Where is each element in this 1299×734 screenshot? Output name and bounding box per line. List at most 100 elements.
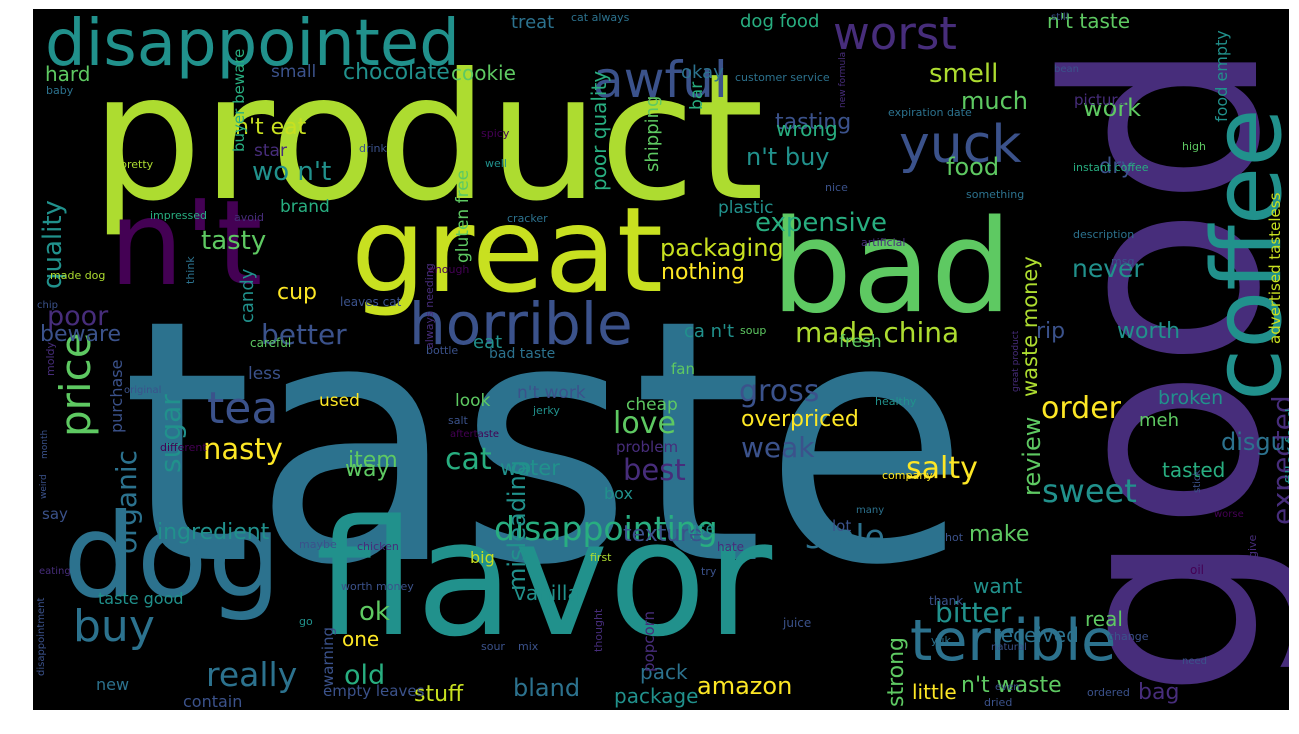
word-juice: juice bbox=[783, 616, 812, 630]
word-still: still bbox=[1051, 12, 1069, 23]
word-disappointment: disappointment bbox=[36, 597, 47, 676]
word-product: product bbox=[91, 37, 765, 240]
word-rip: rip bbox=[1036, 319, 1066, 344]
word-picture: picture bbox=[1074, 91, 1127, 109]
word-worse: worse bbox=[1214, 509, 1244, 520]
word-sour: sour bbox=[481, 640, 505, 653]
word-instant-coffee: instant coffee bbox=[1073, 161, 1149, 174]
word-bland: bland bbox=[513, 674, 581, 702]
word-purchase: purchase bbox=[107, 359, 126, 433]
word-soup: soup bbox=[740, 324, 767, 337]
word-lot: lot bbox=[832, 517, 852, 535]
word-problem: problem bbox=[616, 438, 679, 456]
word-cat-always: cat always bbox=[571, 11, 630, 24]
word-healthy: healthy bbox=[875, 395, 917, 408]
word-new-formula: new formula bbox=[838, 51, 848, 108]
word-buyer-beware: buyer beware bbox=[230, 48, 248, 152]
word-fresh: fresh bbox=[839, 332, 882, 352]
word-used: used bbox=[319, 391, 360, 411]
word-yuk: yuk bbox=[931, 634, 951, 647]
word-empty-leaves: empty leaves bbox=[323, 682, 425, 700]
word-meh: meh bbox=[1139, 410, 1180, 431]
word-vanilla: vanilla bbox=[514, 581, 580, 605]
word-n-t-eat: n't eat bbox=[235, 115, 307, 140]
word-stale: stale bbox=[805, 517, 885, 556]
word-old: old bbox=[344, 660, 386, 691]
word-need: need bbox=[1182, 656, 1207, 667]
word-n-t-buy: n't buy bbox=[746, 143, 830, 171]
word-horrible: horrible bbox=[409, 290, 633, 358]
word-real: real bbox=[1085, 607, 1123, 631]
word-msg: msg bbox=[1111, 255, 1135, 268]
word-worth-money: worth money bbox=[341, 580, 414, 593]
word-work: work bbox=[1083, 94, 1142, 122]
word-bag: bag bbox=[1138, 680, 1180, 705]
word-chicken: chicken bbox=[357, 540, 399, 553]
word-packaging: packaging bbox=[660, 234, 784, 262]
word-taste-good: taste good bbox=[98, 589, 184, 608]
word-smell: smell bbox=[929, 59, 999, 89]
word-cookie: cookie bbox=[451, 61, 516, 85]
word-ordered: ordered bbox=[1087, 686, 1130, 699]
word-order: order bbox=[1041, 391, 1121, 426]
word-disgusting: disgusting bbox=[1221, 428, 1289, 456]
word-cat: cat bbox=[445, 442, 492, 477]
word-box: box bbox=[604, 484, 633, 503]
word-better: better bbox=[261, 318, 347, 351]
word-eating: eating bbox=[39, 566, 71, 577]
word-small: small bbox=[271, 62, 317, 82]
word-package: package bbox=[614, 684, 699, 708]
word-chocolate: chocolate bbox=[343, 60, 450, 85]
word-received: received bbox=[993, 623, 1079, 647]
word-use: use bbox=[687, 519, 716, 538]
word-make: make bbox=[969, 522, 1030, 547]
word-artificial: artificial bbox=[861, 236, 906, 249]
word-say: say bbox=[42, 505, 68, 523]
word-popcorn: popcorn bbox=[640, 610, 658, 672]
word-weird: weird bbox=[39, 474, 49, 499]
word-really: really bbox=[206, 655, 298, 694]
word-love: love bbox=[613, 406, 676, 441]
word-even: even bbox=[995, 682, 1020, 693]
word-star: star bbox=[254, 141, 287, 161]
word-nothing: nothing bbox=[661, 260, 745, 285]
word-give: give bbox=[1246, 534, 1259, 558]
word-weak: weak bbox=[741, 431, 815, 464]
word-hate: hate bbox=[717, 540, 745, 554]
word-change: change bbox=[1108, 630, 1149, 643]
word-drink: drink bbox=[359, 142, 387, 155]
word-always-needing: always needing bbox=[423, 263, 436, 349]
word-made-dog: made dog bbox=[50, 269, 106, 282]
word-advertised-tasteless: advertised tasteless bbox=[1266, 192, 1284, 344]
word-thought: thought bbox=[592, 608, 605, 652]
word-cheap: cheap bbox=[626, 395, 678, 415]
word-jerky: jerky bbox=[533, 404, 560, 417]
word-review: review bbox=[1018, 416, 1046, 496]
word-disappointed: disappointed bbox=[45, 9, 460, 81]
word-careful: careful bbox=[250, 336, 292, 350]
word-hard: hard bbox=[45, 62, 91, 86]
word-brand: brand bbox=[280, 197, 330, 217]
word-dried: dried bbox=[984, 696, 1013, 709]
word-baby: baby bbox=[46, 84, 74, 97]
word-cracker: cracker bbox=[507, 212, 548, 225]
word-n-t: n't bbox=[109, 174, 263, 312]
word-ok: ok bbox=[359, 597, 390, 627]
word-taste: taste bbox=[121, 249, 970, 639]
word-worst: worst bbox=[833, 9, 957, 60]
word-n-t-taste: n't taste bbox=[1047, 9, 1131, 33]
word-try: try bbox=[701, 565, 717, 578]
word-texture: texture bbox=[623, 522, 703, 547]
word-original: original bbox=[124, 385, 162, 396]
word-leaves-cat: leaves cat bbox=[340, 295, 402, 309]
word-customer-service: customer service bbox=[735, 71, 830, 84]
word-made-china: made china bbox=[795, 316, 960, 349]
word-beware: beware bbox=[40, 322, 122, 347]
word-great-product: great product bbox=[1011, 330, 1021, 392]
word-maybe: maybe bbox=[299, 538, 337, 551]
word-pretty: pretty bbox=[120, 158, 154, 171]
word-want: want bbox=[973, 574, 1023, 598]
word-nasty: nasty bbox=[203, 432, 283, 466]
word-awful: awful bbox=[593, 51, 728, 109]
word-bar: bar bbox=[687, 81, 707, 110]
